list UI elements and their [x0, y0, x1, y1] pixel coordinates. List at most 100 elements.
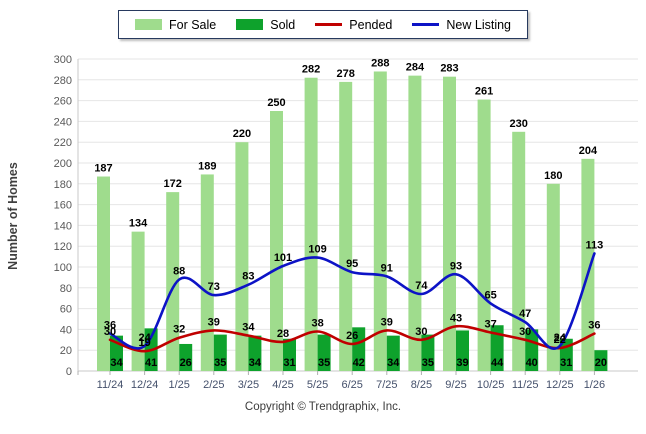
bar-sold — [594, 350, 608, 371]
data-label-new-listing: 93 — [450, 260, 462, 272]
data-label-new-listing: 88 — [173, 265, 185, 277]
x-tick-label: 2/25 — [203, 379, 224, 391]
data-label-sold: 26 — [180, 357, 192, 369]
data-label-for-sale: 283 — [440, 63, 458, 75]
data-label-sold: 31 — [283, 357, 295, 369]
y-tick-label: 200 — [54, 158, 72, 170]
data-label-pended: 39 — [208, 316, 220, 328]
x-tick-label: 11/24 — [97, 379, 124, 391]
legend-swatch-for-sale — [134, 19, 162, 30]
data-label-pended: 43 — [450, 312, 462, 324]
data-label-sold: 35 — [318, 357, 330, 369]
data-label-new-listing: 83 — [242, 271, 254, 283]
data-label-for-sale: 261 — [475, 86, 493, 98]
bar-for-sale — [131, 231, 145, 371]
bar-sold — [352, 327, 366, 371]
x-tick-labels: 11/24 12/24 1/25 2/25 3/25 4/25 5/25 6/25 7/25 8/… — [97, 379, 605, 391]
x-tick-label: 5/25 — [307, 379, 328, 391]
legend-label: New Listing — [446, 17, 512, 32]
data-label-sold: 34 — [249, 357, 262, 369]
data-label-pended: 37 — [484, 319, 496, 331]
x-tick-label: 10/25 — [477, 379, 505, 391]
data-label-for-sale: 180 — [544, 170, 562, 182]
data-label-for-sale: 278 — [337, 68, 355, 80]
legend-swatch-sold — [236, 19, 264, 30]
data-label-pended: 34 — [242, 322, 255, 334]
bar-for-sale — [408, 75, 422, 371]
bar-for-sale — [477, 99, 491, 371]
new-listing-line — [108, 252, 596, 350]
data-label-sold: 35 — [214, 357, 226, 369]
legend-label: Sold — [270, 17, 296, 32]
x-tick-label: 6/25 — [341, 379, 362, 391]
data-label-new-listing: 36 — [104, 320, 116, 332]
y-tick-label: 80 — [60, 283, 72, 295]
data-label-new-listing: 24 — [138, 332, 151, 344]
data-label-pended: 19 — [138, 337, 150, 349]
x-tick-label: 1/26 — [584, 379, 605, 391]
data-label-for-sale: 282 — [302, 64, 320, 76]
bar-sold — [317, 334, 331, 371]
data-label-pended: 39 — [381, 316, 393, 328]
data-label-pended: 30 — [415, 326, 427, 338]
x-tick-label: 7/25 — [376, 379, 397, 391]
y-tick-label: 120 — [54, 241, 72, 253]
bar-for-sale — [373, 71, 387, 371]
pended-line — [108, 324, 596, 353]
bar-sold — [490, 325, 504, 371]
bar-for-sale — [97, 176, 110, 371]
bar-sold — [421, 334, 435, 371]
bar-for-sale — [443, 76, 456, 372]
data-label-new-listing: 24 — [554, 332, 567, 344]
bar-for-sale — [304, 77, 318, 371]
bar-for-sale — [270, 111, 283, 371]
y-tick-label: 220 — [54, 137, 72, 149]
data-label-new-listing: 109 — [308, 244, 326, 256]
data-label-pended: 36 — [588, 320, 600, 332]
data-label-for-sale: 288 — [371, 57, 389, 69]
data-label-for-sale: 230 — [510, 118, 528, 130]
data-label-sold: 35 — [422, 357, 434, 369]
bar-for-sale — [235, 142, 249, 371]
x-tick-label: 9/25 — [445, 379, 466, 391]
data-label-pended: 30 — [519, 326, 531, 338]
bar-for-sale — [339, 81, 353, 371]
copyright: Copyright © Trendgraphix, Inc. — [244, 401, 402, 413]
legend-swatch-new-listing — [412, 23, 440, 26]
data-label-new-listing: 113 — [586, 239, 604, 251]
data-label-for-sale: 204 — [579, 145, 598, 157]
data-label-sold: 41 — [145, 357, 157, 369]
y-tick-label: 260 — [54, 96, 72, 108]
bar-sold — [386, 335, 400, 371]
data-label-sold: 42 — [353, 357, 365, 369]
data-label-sold: 20 — [595, 357, 607, 369]
line-series — [108, 252, 596, 353]
data-label-for-sale: 172 — [164, 178, 182, 190]
legend-item-new-listing: New Listing — [412, 18, 511, 32]
bar-series — [97, 71, 608, 372]
data-label-for-sale: 220 — [233, 128, 251, 140]
data-label-sold: 31 — [560, 357, 572, 369]
chart-legend: For Sale Sold Pended New Listing — [117, 10, 529, 39]
bar-for-sale — [200, 174, 214, 371]
y-tick-label: 160 — [54, 200, 72, 212]
data-label-new-listing: 73 — [208, 281, 220, 293]
legend-item-pended: Pended — [315, 18, 392, 32]
legend-item-for-sale: For Sale — [134, 18, 216, 32]
x-tick-label: 8/25 — [411, 379, 432, 391]
x-tick-label: 1/25 — [168, 379, 189, 391]
legend-swatch-pended — [315, 23, 343, 26]
y-tick-label: 60 — [60, 304, 72, 316]
x-tick-label: 12/24 — [131, 379, 159, 391]
x-tick-label: 4/25 — [272, 379, 293, 391]
y-tick-label: 100 — [54, 262, 72, 274]
legend-item-sold: Sold — [236, 18, 295, 32]
data-label-new-listing: 95 — [346, 258, 358, 270]
x-tick-label: 11/25 — [512, 379, 539, 391]
y-tick-label: 40 — [60, 324, 72, 336]
data-label-for-sale: 284 — [406, 62, 425, 74]
data-label-pended: 38 — [311, 317, 323, 329]
